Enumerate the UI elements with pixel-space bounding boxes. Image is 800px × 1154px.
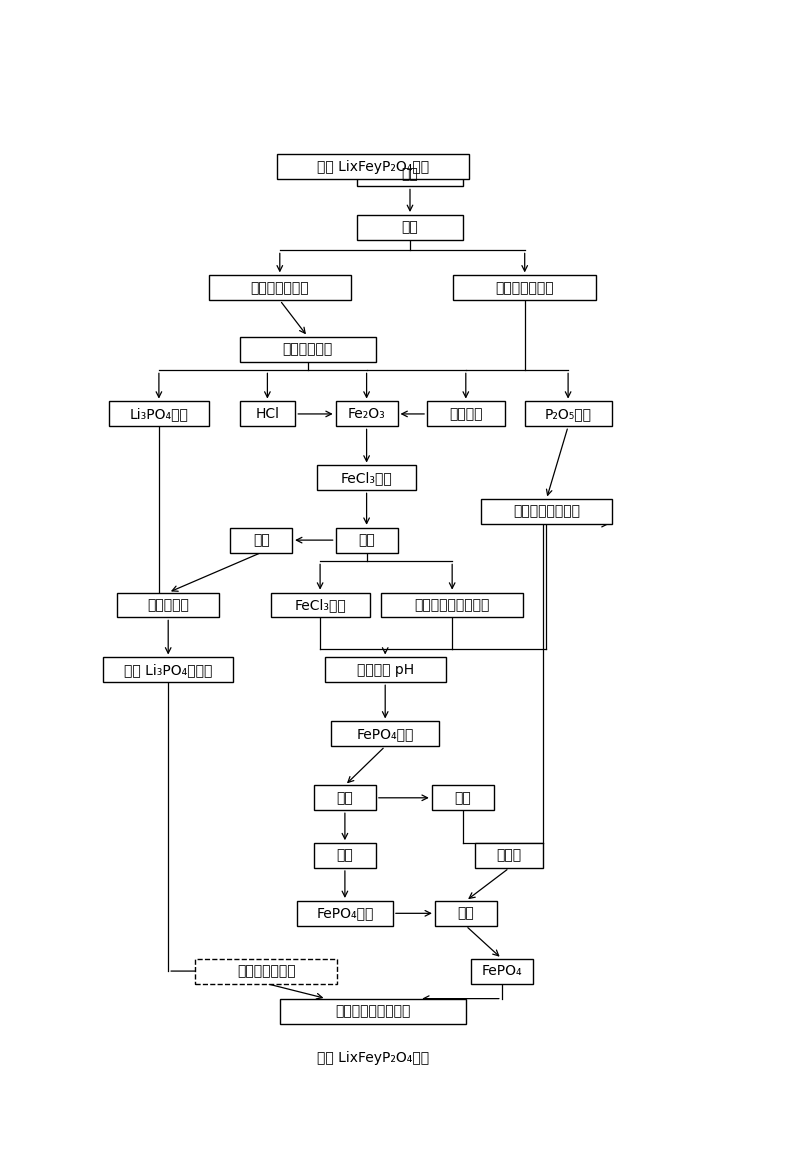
Bar xyxy=(117,592,219,617)
Bar xyxy=(239,402,295,426)
Text: 球形 LixFeyP₂O₄成品: 球形 LixFeyP₂O₄成品 xyxy=(317,160,429,174)
Bar xyxy=(336,402,398,426)
Bar xyxy=(331,721,439,747)
Bar xyxy=(195,959,337,983)
Text: 补充锂源、铁源: 补充锂源、铁源 xyxy=(237,964,295,979)
Text: Li₃PO₄滤液: Li₃PO₄滤液 xyxy=(130,407,188,421)
Bar xyxy=(270,592,370,617)
Text: 烘干: 烘干 xyxy=(402,220,418,234)
Text: 滤液: 滤液 xyxy=(454,790,471,804)
Text: 控温、调 pH: 控温、调 pH xyxy=(357,662,414,677)
Bar xyxy=(110,402,209,426)
Bar xyxy=(239,337,376,361)
Bar xyxy=(277,155,469,179)
Text: 洗涤: 洗涤 xyxy=(458,906,474,921)
Bar xyxy=(314,786,376,810)
Text: 杂质: 杂质 xyxy=(337,848,354,862)
Text: 杂质: 杂质 xyxy=(253,533,270,547)
Bar xyxy=(325,658,446,682)
Text: 补充磷源的磷酸溶液: 补充磷源的磷酸溶液 xyxy=(414,598,490,612)
Bar xyxy=(454,276,596,300)
Bar xyxy=(297,901,393,926)
Text: Fe₂O₃: Fe₂O₃ xyxy=(348,407,386,421)
Text: FeCl₃溶液: FeCl₃溶液 xyxy=(341,471,393,485)
Bar xyxy=(432,786,494,810)
Bar xyxy=(103,658,234,682)
Text: 球形 Li₃PO₄前驱体: 球形 Li₃PO₄前驱体 xyxy=(124,662,212,677)
Text: FePO₄滤饼: FePO₄滤饼 xyxy=(316,906,374,921)
Bar xyxy=(435,901,497,926)
Text: 过滤: 过滤 xyxy=(358,533,375,547)
Text: FeCl₃滤液: FeCl₃滤液 xyxy=(294,598,346,612)
Bar xyxy=(280,998,466,1024)
Bar xyxy=(525,402,611,426)
Text: HCl: HCl xyxy=(255,407,279,421)
Bar xyxy=(470,959,533,983)
Text: 非氧化性气氛下烧烧: 非氧化性气氛下烧烧 xyxy=(335,1004,410,1018)
Text: 浓缩、造粒: 浓缩、造粒 xyxy=(147,598,189,612)
Text: 补充铁源: 补充铁源 xyxy=(449,407,482,421)
Text: 干燥空气中烧烧: 干燥空气中烧烧 xyxy=(495,280,554,294)
Text: FePO₄沉淀: FePO₄沉淀 xyxy=(357,727,414,741)
Text: 洗涤水: 洗涤水 xyxy=(497,848,522,862)
Text: 溶解过滤分离: 溶解过滤分离 xyxy=(282,342,333,357)
Bar xyxy=(336,527,398,553)
Bar xyxy=(427,402,505,426)
Bar xyxy=(209,276,351,300)
Bar xyxy=(358,162,462,187)
Bar xyxy=(317,465,416,490)
Text: 补充磷源的水溶液: 补充磷源的水溶液 xyxy=(513,504,580,518)
Bar xyxy=(270,1046,475,1071)
Text: 过滤: 过滤 xyxy=(337,790,354,804)
Bar xyxy=(482,500,611,524)
Text: FePO₄: FePO₄ xyxy=(482,964,522,979)
Text: 与锂盐混合烧烧: 与锂盐混合烧烧 xyxy=(250,280,309,294)
Bar xyxy=(358,215,462,240)
Text: P₂O₅气体: P₂O₅气体 xyxy=(545,407,592,421)
Bar xyxy=(230,527,292,553)
Text: 磷铁: 磷铁 xyxy=(402,167,418,181)
Bar xyxy=(314,844,376,868)
Bar xyxy=(475,844,543,868)
Bar xyxy=(381,592,523,617)
Text: 球形 LixFeyP₂O₄成品: 球形 LixFeyP₂O₄成品 xyxy=(317,1051,429,1065)
